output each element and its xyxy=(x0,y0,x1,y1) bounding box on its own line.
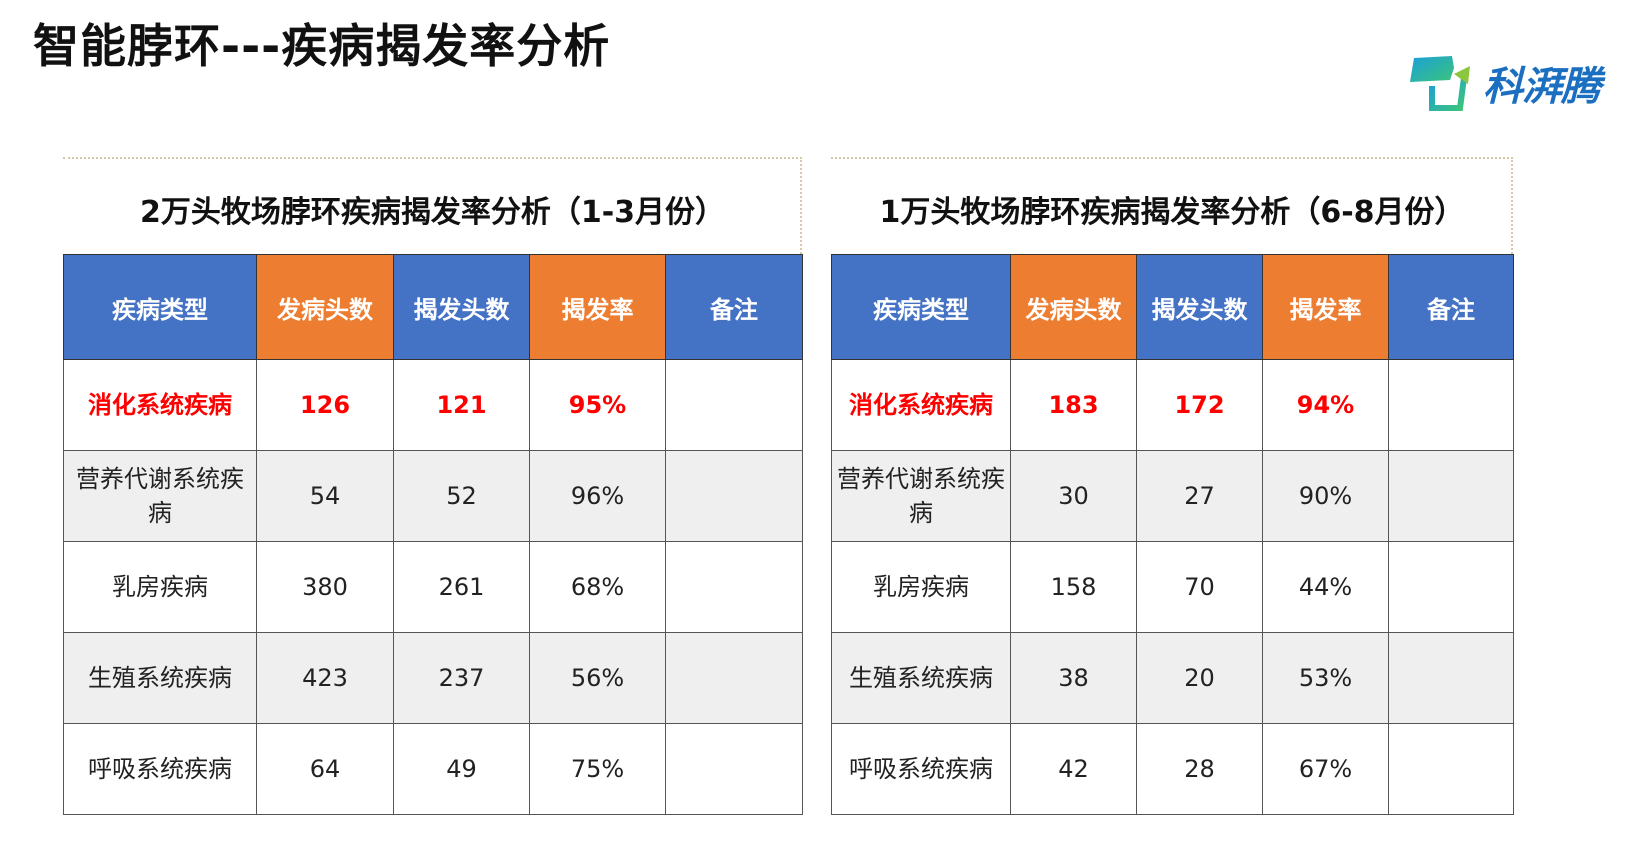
column-header: 备注 xyxy=(665,254,803,360)
panel-border xyxy=(831,157,1513,254)
table-cell: 42 xyxy=(1010,723,1137,815)
table-cell: 75% xyxy=(529,723,666,815)
table-cell: 28 xyxy=(1136,723,1263,815)
table-cell: 消化系统疾病 xyxy=(831,359,1011,451)
table-cell: 生殖系统疾病 xyxy=(63,632,257,724)
table-row: 营养代谢系统疾病 54 52 96% xyxy=(63,450,803,542)
table-row: 呼吸系统疾病 64 49 75% xyxy=(63,723,803,815)
disease-table-2: 疾病类型 发病头数 揭发头数 揭发率 备注 消化系统疾病 183 172 94% 营养代谢系统疾病… xyxy=(831,254,1514,815)
table-cell: 乳房疾病 xyxy=(831,541,1011,633)
table-cell: 呼吸系统疾病 xyxy=(63,723,257,815)
table-row: 乳房疾病 158 70 44% xyxy=(831,541,1514,633)
table-cell xyxy=(1388,723,1514,815)
table-cell: 生殖系统疾病 xyxy=(831,632,1011,724)
column-header: 揭发头数 xyxy=(393,254,530,360)
table-cell: 70 xyxy=(1136,541,1263,633)
column-header: 揭发率 xyxy=(529,254,666,360)
table-cell: 158 xyxy=(1010,541,1137,633)
table-cell: 90% xyxy=(1262,450,1389,542)
column-header: 发病头数 xyxy=(256,254,394,360)
table-cell: 44% xyxy=(1262,541,1389,633)
table-cell xyxy=(665,359,803,451)
table-cell: 27 xyxy=(1136,450,1263,542)
table-cell xyxy=(1388,450,1514,542)
table-cell: 126 xyxy=(256,359,394,451)
table-cell: 49 xyxy=(393,723,530,815)
header-row: 疾病类型 发病头数 揭发头数 揭发率 备注 xyxy=(63,254,803,360)
disease-table-1: 疾病类型 发病头数 揭发头数 揭发率 备注 消化系统疾病 126 121 95% 营养代谢系统疾病… xyxy=(63,254,803,815)
table-cell: 消化系统疾病 xyxy=(63,359,257,451)
table-row: 营养代谢系统疾病 30 27 90% xyxy=(831,450,1514,542)
table-cell xyxy=(665,450,803,542)
table-cell xyxy=(665,632,803,724)
table-cell: 121 xyxy=(393,359,530,451)
column-header: 揭发头数 xyxy=(1136,254,1263,360)
table-cell: 营养代谢系统疾病 xyxy=(63,450,257,542)
table-cell: 96% xyxy=(529,450,666,542)
page-title: 智能脖环---疾病揭发率分析 xyxy=(33,19,611,73)
column-header: 疾病类型 xyxy=(831,254,1011,360)
table-cell: 乳房疾病 xyxy=(63,541,257,633)
table-cell: 64 xyxy=(256,723,394,815)
panel-border xyxy=(63,157,802,254)
table-cell: 68% xyxy=(529,541,666,633)
table-cell xyxy=(665,541,803,633)
table-row: 消化系统疾病 183 172 94% xyxy=(831,359,1514,451)
table-cell: 95% xyxy=(529,359,666,451)
table-cell xyxy=(1388,359,1514,451)
column-header: 备注 xyxy=(1388,254,1514,360)
table-cell: 67% xyxy=(1262,723,1389,815)
table-cell xyxy=(1388,632,1514,724)
header-row: 疾病类型 发病头数 揭发头数 揭发率 备注 xyxy=(831,254,1514,360)
logo-text: 科湃腾 xyxy=(1483,64,1601,110)
table-cell: 呼吸系统疾病 xyxy=(831,723,1011,815)
table-title: 1万头牧场脖环疾病揭发率分析（6-8月份） xyxy=(879,195,1465,230)
column-header: 揭发率 xyxy=(1262,254,1389,360)
column-header: 发病头数 xyxy=(1010,254,1137,360)
table-row: 消化系统疾病 126 121 95% xyxy=(63,359,803,451)
table-row: 生殖系统疾病 423 237 56% xyxy=(63,632,803,724)
table-cell: 423 xyxy=(256,632,394,724)
table-cell xyxy=(1388,541,1514,633)
table-cell: 237 xyxy=(393,632,530,724)
table-cell: 56% xyxy=(529,632,666,724)
table-row: 生殖系统疾病 38 20 53% xyxy=(831,632,1514,724)
column-header: 疾病类型 xyxy=(63,254,257,360)
table-row: 乳房疾病 380 261 68% xyxy=(63,541,803,633)
table-title: 2万头牧场脖环疾病揭发率分析（1-3月份） xyxy=(139,195,726,230)
table-cell: 20 xyxy=(1136,632,1263,724)
table-cell: 380 xyxy=(256,541,394,633)
table-cell: 30 xyxy=(1010,450,1137,542)
table-cell: 52 xyxy=(393,450,530,542)
table-cell: 53% xyxy=(1262,632,1389,724)
table-cell: 172 xyxy=(1136,359,1263,451)
table-row: 呼吸系统疾病 42 28 67% xyxy=(831,723,1514,815)
table-cell: 38 xyxy=(1010,632,1137,724)
table-cell: 261 xyxy=(393,541,530,633)
company-logo: 科湃腾 xyxy=(1408,52,1618,114)
logo-mark-icon xyxy=(1410,56,1470,111)
table-cell: 94% xyxy=(1262,359,1389,451)
table-cell: 183 xyxy=(1010,359,1137,451)
table-cell xyxy=(665,723,803,815)
table-cell: 营养代谢系统疾病 xyxy=(831,450,1011,542)
table-cell: 54 xyxy=(256,450,394,542)
